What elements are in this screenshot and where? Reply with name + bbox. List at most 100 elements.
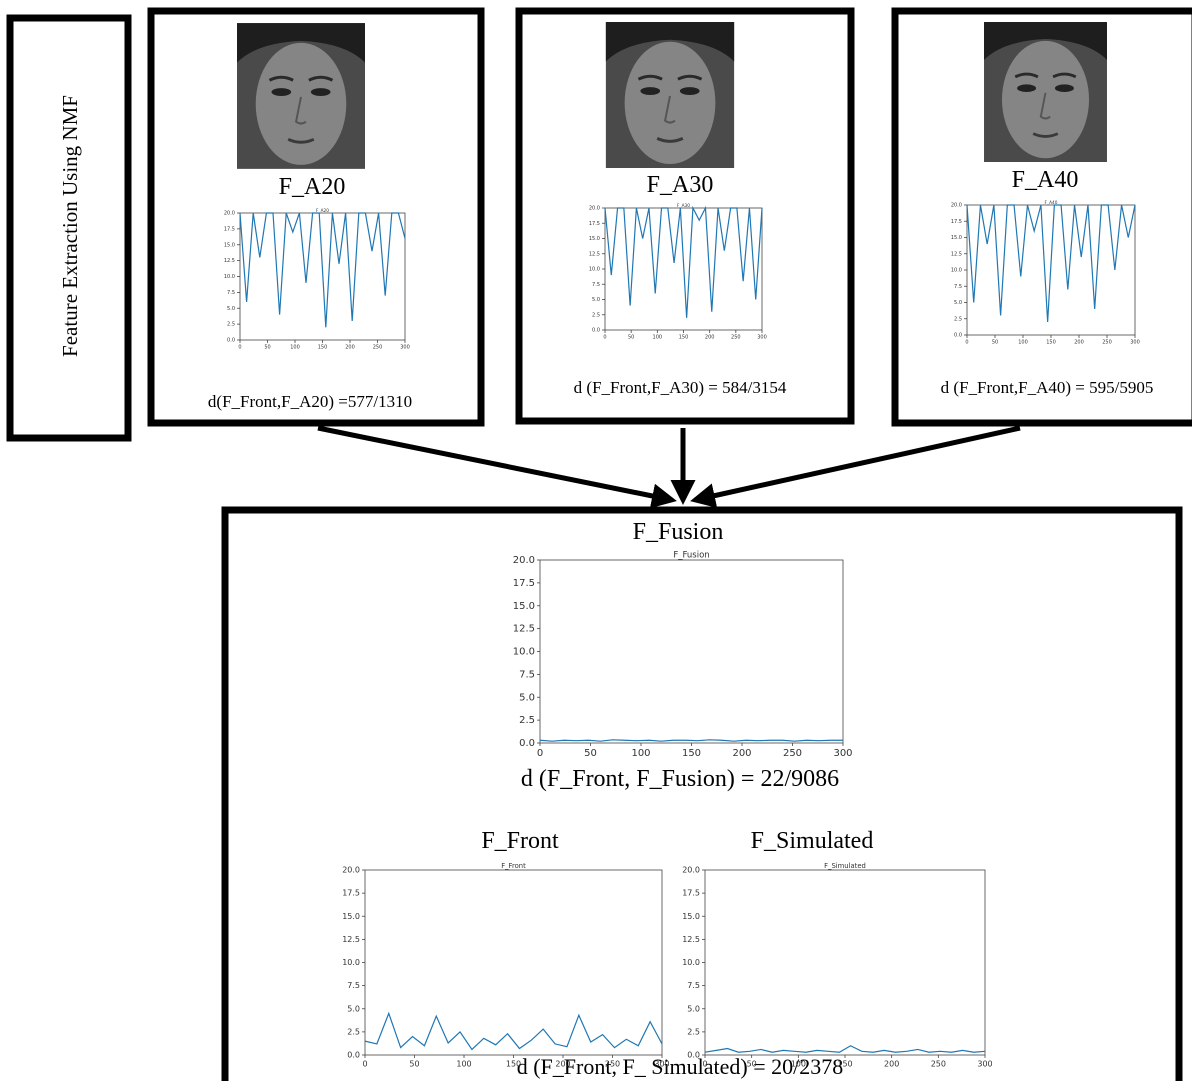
y-tick-label: 15.0 bbox=[513, 601, 535, 612]
x-tick-label: 50 bbox=[992, 340, 998, 346]
x-tick-label: 0 bbox=[603, 335, 606, 341]
x-tick-label: 300 bbox=[1130, 340, 1140, 346]
y-tick-label: 5.0 bbox=[227, 306, 235, 312]
y-tick-label: 0.0 bbox=[227, 338, 235, 344]
distance: d (F_Front,F_A40) = 595/5905 bbox=[941, 378, 1154, 397]
side-box bbox=[6, 14, 132, 442]
x-tick-label: 100 bbox=[1018, 340, 1028, 346]
panel-box bbox=[891, 7, 1192, 427]
x-tick-label: 150 bbox=[1046, 340, 1056, 346]
y-tick-label: 7.5 bbox=[519, 669, 535, 680]
x-tick-label: 150 bbox=[506, 1059, 521, 1068]
plot-title: F_A30 bbox=[677, 203, 690, 209]
simulated-label: F_Simulated bbox=[751, 828, 874, 854]
y-tick-label: 12.5 bbox=[951, 251, 962, 257]
y-tick-label: 20.0 bbox=[513, 555, 535, 566]
y-tick-label: 12.5 bbox=[224, 258, 235, 264]
x-tick-label: 50 bbox=[409, 1059, 419, 1068]
x-tick-label: 50 bbox=[747, 1059, 757, 1068]
x-tick-label: 100 bbox=[653, 335, 663, 341]
data-line bbox=[604, 205, 763, 318]
data-line bbox=[966, 204, 1136, 323]
arrows bbox=[317, 425, 1021, 509]
y-tick-label: 12.5 bbox=[342, 935, 360, 944]
plot-frame bbox=[539, 559, 844, 744]
x-tick-label: 50 bbox=[264, 345, 270, 351]
x-tick-label: 200 bbox=[345, 345, 355, 351]
data-line bbox=[239, 212, 406, 328]
y-tick-label: 0.0 bbox=[687, 1051, 700, 1060]
distance: d(F_Front,F_A20) =577/1310 bbox=[208, 392, 412, 411]
x-tick-label: 250 bbox=[605, 1059, 620, 1068]
y-tick-label: 17.5 bbox=[342, 889, 360, 898]
x-tick-label: 150 bbox=[318, 345, 328, 351]
arrow bbox=[317, 425, 677, 509]
face-image bbox=[605, 22, 735, 168]
plot-title: F_Fusion bbox=[673, 551, 709, 561]
y-tick-label: 7.5 bbox=[347, 981, 360, 990]
x-tick-label: 300 bbox=[833, 748, 852, 759]
y-tick-label: 15.0 bbox=[682, 912, 700, 921]
x-tick-label: 300 bbox=[400, 345, 410, 351]
x-tick-label: 50 bbox=[628, 335, 634, 341]
fusion-label: F_Fusion bbox=[633, 519, 724, 545]
x-tick-label: 100 bbox=[631, 748, 650, 759]
y-tick-label: 2.5 bbox=[592, 312, 600, 318]
y-tick-label: 5.0 bbox=[954, 300, 962, 306]
y-tick-label: 12.5 bbox=[589, 251, 600, 257]
x-tick-label: 250 bbox=[731, 335, 741, 341]
panel-box bbox=[147, 7, 485, 427]
y-tick-label: 20.0 bbox=[589, 206, 600, 212]
y-tick-label: 2.5 bbox=[519, 715, 535, 726]
x-tick-label: 300 bbox=[757, 335, 767, 341]
y-tick-label: 7.5 bbox=[592, 282, 600, 288]
y-tick-label: 2.5 bbox=[347, 1027, 360, 1036]
y-tick-label: 5.0 bbox=[592, 297, 600, 303]
x-tick-label: 100 bbox=[456, 1059, 471, 1068]
y-tick-label: 17.5 bbox=[224, 226, 235, 232]
arrow bbox=[690, 425, 1021, 508]
y-tick-label: 10.0 bbox=[589, 267, 600, 273]
y-tick-label: 10.0 bbox=[224, 274, 235, 280]
plot-frame bbox=[364, 869, 663, 1056]
x-tick-label: 150 bbox=[679, 335, 689, 341]
y-tick-label: 20.0 bbox=[342, 866, 360, 875]
x-tick-label: 250 bbox=[931, 1059, 946, 1068]
data-line bbox=[539, 739, 843, 742]
x-tick-label: 150 bbox=[682, 748, 701, 759]
y-tick-label: 2.5 bbox=[227, 322, 235, 328]
y-tick-label: 10.0 bbox=[951, 268, 962, 274]
face-image bbox=[982, 22, 1109, 162]
y-tick-label: 7.5 bbox=[227, 290, 235, 296]
x-tick-label: 150 bbox=[837, 1059, 852, 1068]
y-tick-label: 10.0 bbox=[513, 647, 535, 658]
front-label: F_Front bbox=[481, 828, 559, 854]
y-tick-label: 17.5 bbox=[951, 219, 962, 225]
y-tick-label: 17.5 bbox=[682, 889, 700, 898]
x-tick-label: 0 bbox=[238, 345, 241, 351]
plot-title: F_A20 bbox=[316, 208, 329, 214]
y-tick-label: 15.0 bbox=[342, 912, 360, 921]
y-tick-label: 20.0 bbox=[682, 866, 700, 875]
y-tick-label: 12.5 bbox=[682, 935, 700, 944]
data-line bbox=[364, 1011, 663, 1051]
x-tick-label: 300 bbox=[654, 1059, 669, 1068]
panel-box bbox=[515, 7, 855, 425]
x-tick-label: 250 bbox=[783, 748, 802, 759]
y-tick-label: 17.5 bbox=[513, 578, 535, 589]
y-tick-label: 7.5 bbox=[954, 284, 962, 290]
y-tick-label: 7.5 bbox=[687, 981, 700, 990]
y-tick-label: 0.0 bbox=[954, 333, 962, 339]
y-tick-label: 2.5 bbox=[954, 316, 962, 322]
side-label: Feature Extraction Using NMF bbox=[58, 95, 82, 357]
y-tick-label: 20.0 bbox=[224, 211, 235, 217]
panel-label: F_A40 bbox=[1012, 167, 1079, 193]
distance: d (F_Front, F_Fusion) = 22/9086 bbox=[521, 766, 839, 792]
x-tick-label: 200 bbox=[705, 335, 715, 341]
fusion-box bbox=[221, 506, 1183, 1081]
y-tick-label: 0.0 bbox=[592, 328, 600, 334]
x-tick-label: 0 bbox=[537, 748, 543, 759]
y-tick-label: 10.0 bbox=[682, 958, 700, 967]
